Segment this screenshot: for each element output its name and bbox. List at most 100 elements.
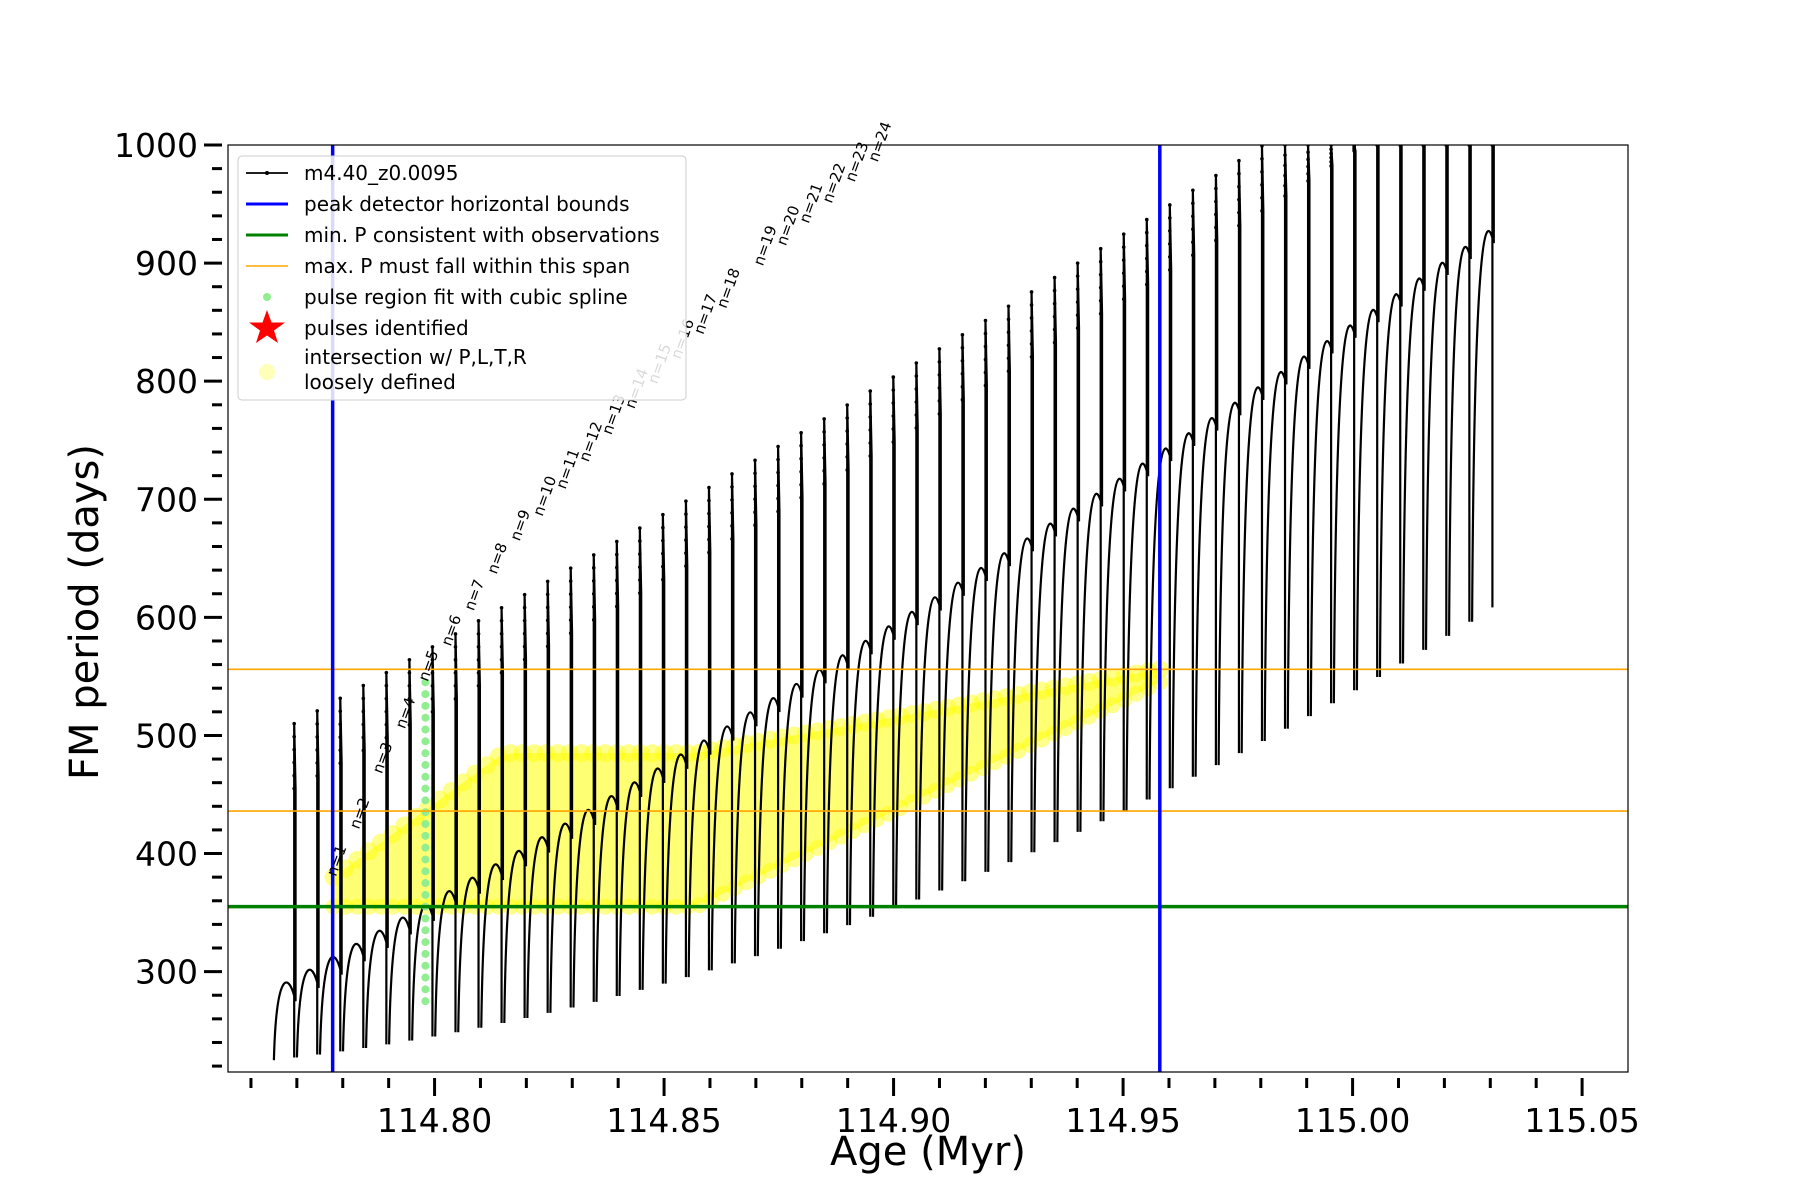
pulse-point: [1006, 330, 1011, 335]
pulse-point: [315, 735, 320, 739]
pulse-point: [638, 539, 642, 543]
intersection-point: [914, 703, 933, 722]
pulse-curve: [1171, 190, 1196, 789]
intersection-point: [596, 744, 615, 763]
pulse-point: [568, 579, 573, 583]
pulse-point: [799, 482, 803, 487]
intersection-point: [1139, 662, 1157, 681]
pulse-point: [1237, 158, 1241, 163]
pulse-point: [292, 734, 296, 739]
pulse-point: [1052, 275, 1057, 280]
pulse-point: [384, 683, 389, 688]
pulse-point: [292, 786, 296, 791]
pulse-point: [914, 361, 919, 365]
legend-entry-pulses: pulses identified: [249, 310, 469, 343]
pulse-point: [891, 375, 896, 379]
pulse-curve: [756, 446, 781, 957]
pulse-point: [338, 761, 343, 766]
pulse-point: [1237, 171, 1241, 176]
pulse-point: [361, 683, 366, 688]
x-tick-label: 114.95: [1065, 1101, 1180, 1140]
legend-label-series: m4.40_z0.0095: [304, 161, 459, 185]
pulse-point: [914, 426, 919, 430]
pulse-point: [1029, 342, 1034, 346]
spline-point: [421, 820, 430, 829]
spline-point: [421, 926, 430, 935]
pulse-point: [983, 318, 988, 323]
pulse-point: [338, 722, 343, 727]
x-tick-label: 114.80: [377, 1101, 492, 1140]
pulse-point: [684, 564, 688, 568]
spline-point: [421, 867, 430, 876]
pulse-point: [661, 512, 665, 517]
pulse-curve: [1079, 248, 1104, 832]
pulse-point: [1098, 259, 1103, 264]
pulse-point: [753, 471, 757, 476]
pulse-point: [499, 670, 504, 675]
spline-point: [421, 949, 430, 958]
pulse-point: [868, 454, 873, 458]
pulse-point: [822, 417, 826, 421]
pulse-curve: [388, 659, 412, 1045]
x-tick-label: 114.85: [606, 1101, 721, 1140]
pulse-curve: [503, 594, 528, 1024]
intersection-point: [856, 817, 873, 834]
pulse-point: [799, 430, 803, 435]
pulse-point: [661, 564, 665, 569]
pulse-curve: [457, 620, 482, 1033]
pulse-curve: [1240, 145, 1265, 754]
pulse-point: [384, 735, 389, 740]
pulse-point: [1075, 300, 1080, 304]
pulse-curve: [1125, 219, 1150, 811]
pulse-point: [960, 384, 965, 389]
pulse-curve: [1332, 145, 1357, 704]
intersection-point: [833, 828, 850, 845]
pulse-point: [407, 670, 412, 675]
pulse-point: [591, 592, 596, 596]
y-tick-label: 1000: [114, 126, 198, 165]
pulse-point: [292, 721, 296, 726]
pulse-point: [315, 709, 320, 713]
pulse-point: [914, 387, 919, 391]
intersection-point: [548, 744, 567, 763]
pulse-point: [568, 592, 573, 596]
pulse-point: [684, 551, 688, 555]
pulse-point: [499, 605, 504, 610]
pulse-curve: [572, 554, 597, 1008]
pulse-point: [960, 397, 965, 402]
pulse-point: [661, 538, 665, 543]
pulse-point: [453, 671, 458, 675]
intersection-point: [974, 759, 991, 776]
pulse-point: [591, 579, 596, 583]
spline-point: [421, 737, 430, 746]
pulse-point: [638, 565, 642, 569]
pulse-point: [430, 645, 435, 649]
spline-point: [421, 843, 430, 852]
pulse-curve: [618, 528, 643, 996]
pulse-point: [384, 670, 389, 675]
pulse-point: [707, 524, 711, 529]
spline-point: [421, 938, 430, 947]
x-tick-label: 115.05: [1524, 1101, 1639, 1140]
pulse-point: [891, 414, 896, 418]
pulse-point: [591, 605, 596, 609]
pulse-point: [891, 440, 896, 444]
pulse-point: [1144, 230, 1149, 235]
intersection-point: [998, 748, 1015, 765]
pulse-curve: [526, 581, 551, 1019]
pulse-curve: [848, 391, 873, 926]
pulse-curve: [779, 432, 804, 949]
pulse-point: [1283, 173, 1287, 178]
y-tick-label: 700: [135, 480, 198, 519]
pulse-point: [1075, 287, 1080, 291]
spline-point: [421, 879, 430, 888]
spline-point: [421, 890, 430, 899]
pulse-point: [983, 331, 988, 336]
pulse-point: [476, 632, 481, 636]
intersection-point: [1080, 708, 1097, 725]
pulse-point: [891, 427, 896, 431]
intersection-point: [666, 744, 685, 763]
legend-label-peak-bounds: peak detector horizontal bounds: [304, 192, 630, 216]
pulse-point: [1052, 327, 1057, 332]
